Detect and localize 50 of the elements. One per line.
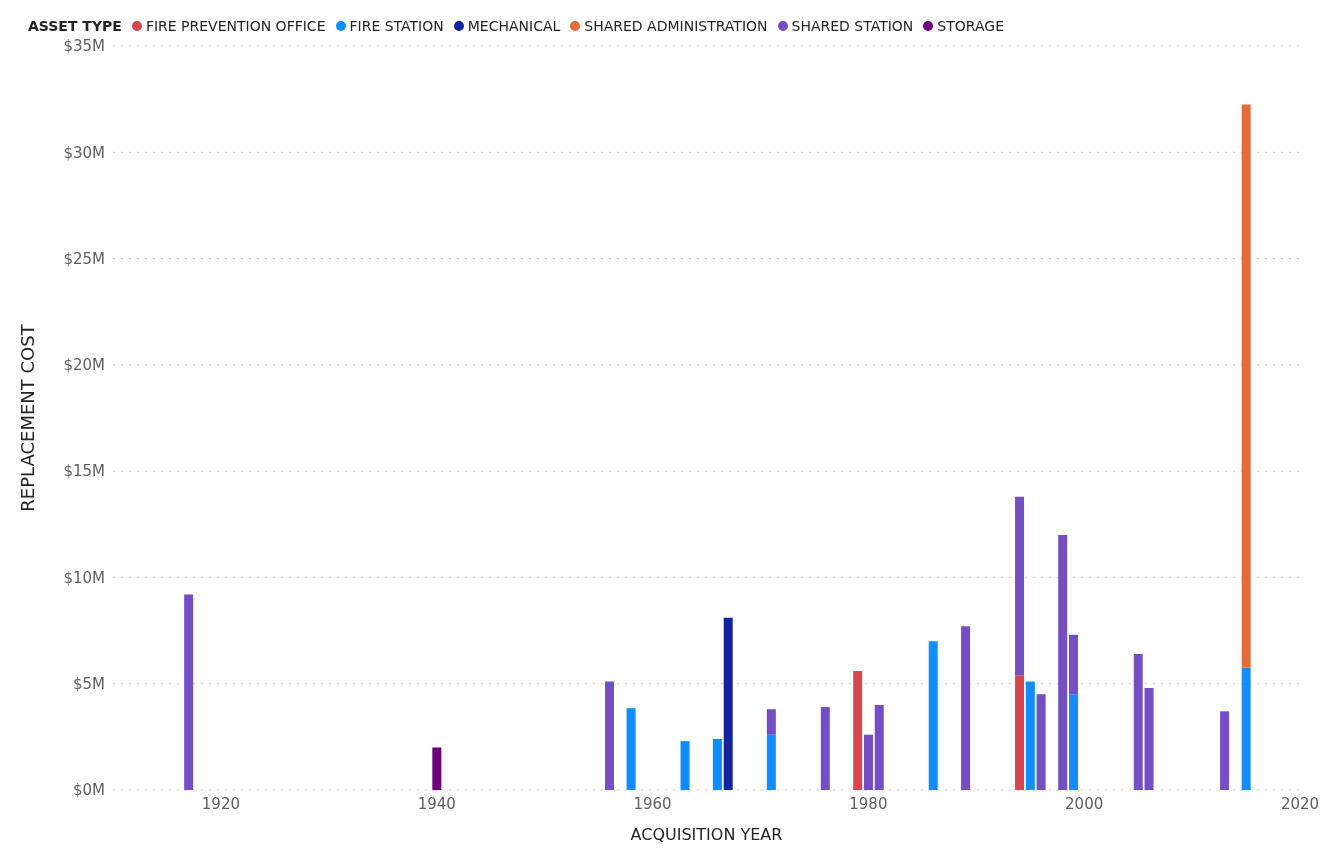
bar (1069, 634, 1078, 695)
legend-label: STORAGE (937, 18, 1004, 34)
x-tick-label: 1980 (849, 794, 888, 813)
x-tick-label: 1960 (633, 794, 672, 813)
bar (626, 708, 636, 790)
y-tick-label: $20M (63, 356, 105, 375)
bar (1144, 687, 1154, 790)
bar (1220, 711, 1230, 790)
y-tick-label: $10M (63, 568, 105, 587)
bar (766, 709, 776, 735)
bar (874, 704, 884, 790)
x-tick-label: 2000 (1065, 794, 1104, 813)
x-axis-title: ACQUISITION YEAR (630, 825, 783, 844)
x-tick-label: 1920 (201, 794, 240, 813)
bar (961, 626, 971, 790)
bar (1025, 681, 1035, 790)
bar (853, 670, 863, 790)
bar (712, 738, 722, 790)
y-tick-label: $0M (72, 781, 105, 800)
bar (432, 747, 442, 790)
bar (723, 617, 733, 790)
legend-label: MECHANICAL (467, 18, 561, 34)
y-tick-label: $25M (63, 249, 105, 268)
bar (766, 734, 776, 790)
bar (1133, 653, 1143, 790)
bar (1015, 496, 1025, 676)
bar (1241, 104, 1251, 668)
bar (928, 641, 938, 790)
x-tick-label: 1940 (417, 794, 456, 813)
bar (1241, 667, 1251, 790)
y-tick-label: $15M (63, 462, 105, 481)
bar (184, 594, 194, 790)
legend-label: SHARED ADMINISTRATION (584, 18, 768, 34)
y-axis-title: REPLACEMENT COST (17, 323, 39, 512)
bar (1036, 694, 1046, 790)
bar (863, 734, 873, 790)
bar (1069, 694, 1078, 790)
legend-label: FIRE STATION (349, 18, 444, 34)
legend-label: SHARED STATION (791, 18, 914, 34)
bar (1058, 534, 1068, 790)
bar (820, 707, 830, 790)
y-tick-label: $35M (63, 37, 105, 56)
legend-title: ASSET TYPE (28, 18, 122, 34)
bar (680, 741, 690, 790)
bar (1015, 675, 1025, 790)
legend-label: FIRE PREVENTION OFFICE (145, 18, 326, 34)
y-tick-label: $5M (72, 675, 105, 694)
x-tick-label: 2020 (1280, 794, 1320, 813)
y-tick-label: $30M (63, 143, 105, 162)
bar (604, 681, 614, 790)
